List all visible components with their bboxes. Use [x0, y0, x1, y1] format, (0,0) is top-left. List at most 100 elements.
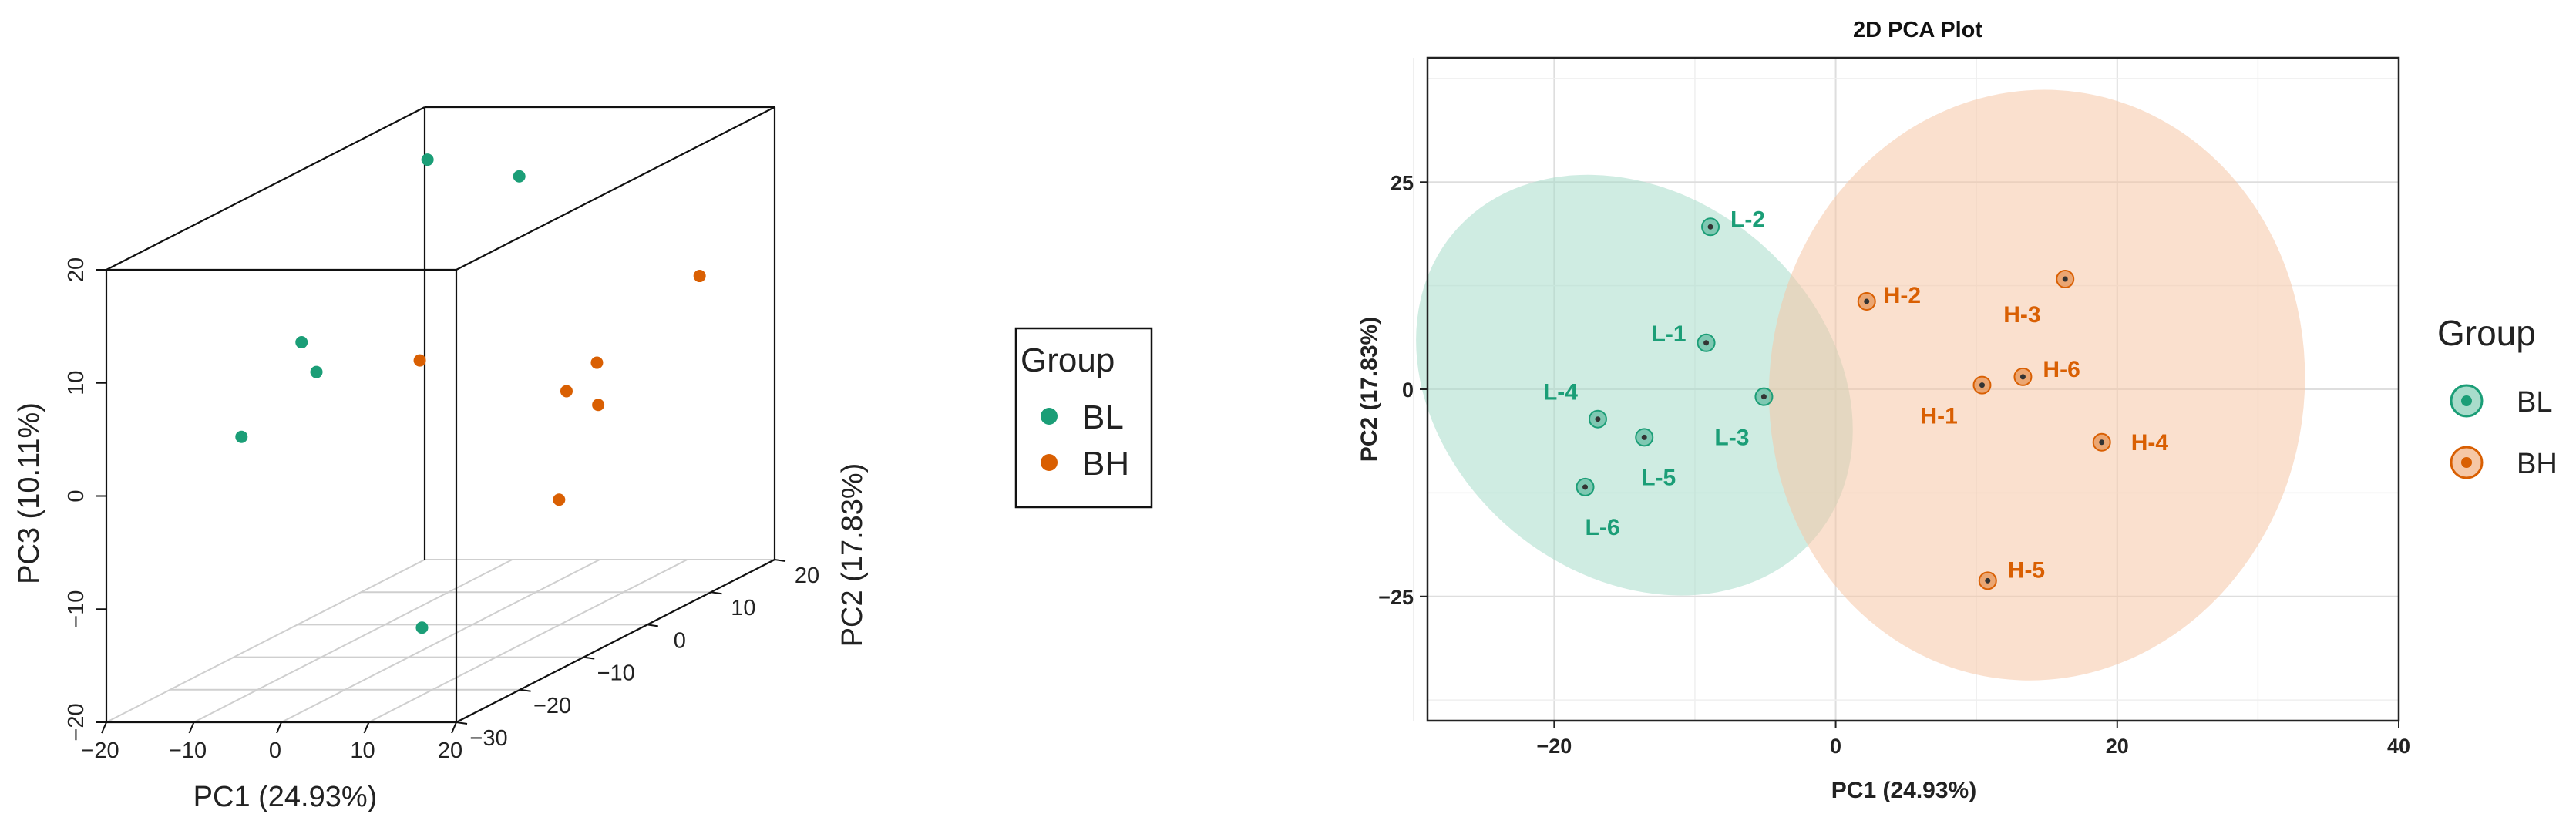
pca-3d-point-bl [415, 621, 429, 634]
pca-2d-ticks: −20 0 20 40 −25 0 25 [1378, 171, 2410, 758]
pca-3d-point-bh [413, 354, 426, 367]
pca-3d-zlabel: PC3 (10.11%) [13, 402, 45, 584]
pca-3d-points [235, 153, 706, 634]
y-tick-label: −20 [533, 694, 571, 718]
x-tick-label: −20 [1536, 735, 1572, 758]
floor-grid-line-x [368, 559, 688, 723]
pca-2d-point-center [2099, 439, 2105, 446]
y-tick [583, 656, 595, 660]
x-tick [451, 721, 457, 734]
box-edge [456, 559, 775, 723]
pca-3d-point-bh [592, 399, 605, 412]
y-tick [456, 721, 468, 725]
floor-grid-line-x [281, 559, 600, 723]
pca-2d-xlabel: PC1 (24.93%) [1831, 778, 1976, 803]
pca-2d-point-center [1641, 434, 1647, 440]
pca-3d-point-bh [590, 356, 604, 369]
y-tick-label: −30 [469, 726, 507, 751]
pca-3d-legend-bl-label: BL [1082, 399, 1124, 436]
pca-2d-plot: 2D PCA Plot L-1 L-2 L-3 L-4 L-5 L-6 H-1 H-2 H-3 H… [1357, 18, 2410, 803]
pca-2d-point-center [1703, 340, 1710, 346]
pca-3d-ticks: −20 −10 0 10 20 −20 −10 0 10 20 −30 −20 −10 0 10 20 [64, 257, 819, 763]
box-edge [106, 106, 425, 271]
pca-2d-point-labels: L-1 L-2 L-3 L-4 L-5 L-6 H-1 H-2 H-3 H-4 H-5 H-6 [1543, 207, 2168, 583]
y-tick [520, 688, 531, 692]
z-tick-label: −20 [64, 703, 89, 741]
pca-2d-point-label: H-3 [2003, 302, 2040, 328]
x-tick-label: 0 [269, 738, 281, 763]
floor-grid-line-x [106, 559, 425, 723]
x-tick-label: 40 [2387, 735, 2410, 758]
pca-2d-point-label: L-3 [1714, 425, 1749, 451]
pca-2d-point-label: H-2 [1884, 283, 1921, 308]
pca-3d-xlabel: PC1 (24.93%) [193, 781, 378, 813]
y-tick-label: −10 [597, 661, 635, 686]
pca-3d-point-bl [513, 170, 526, 183]
pca-2d-point-label: L-1 [1652, 321, 1687, 347]
x-tick-label: 20 [438, 738, 462, 763]
pca-2d-point-label: H-6 [2043, 357, 2080, 382]
y-tick [647, 624, 658, 627]
x-tick [188, 721, 195, 734]
pca-3d-ylabel: PC2 (17.83%) [836, 463, 869, 647]
pca-3d-legend-title: Group [1021, 341, 1115, 379]
y-tick-label: 10 [731, 596, 755, 621]
pca-2d-legend-title: Group [2437, 313, 2536, 353]
z-tick-label: 0 [64, 489, 89, 502]
x-tick [101, 721, 107, 734]
pca-2d-points [1576, 217, 2111, 590]
pca-2d-point-center [2019, 374, 2026, 380]
confidence-ellipse-bl [1416, 174, 1853, 596]
pca-2d-point-label: H-1 [1920, 404, 1957, 429]
z-tick-label: 10 [64, 371, 89, 395]
y-tick-label: 0 [674, 628, 686, 653]
pca-2d-ylabel: PC2 (17.83%) [1357, 317, 1382, 462]
pca-2d-point-center [1979, 382, 1985, 388]
box-edge [456, 106, 775, 271]
pca-3d-legend-bh-marker [1041, 454, 1058, 471]
x-tick-label: 0 [1830, 735, 1841, 758]
x-tick-label: −10 [169, 738, 207, 763]
pca-2d-point-center [1760, 394, 1767, 400]
y-tick-label: 25 [1391, 171, 1414, 194]
pca-3d-legend-bl-marker [1041, 408, 1058, 425]
pca-2d-point-label: H-5 [2008, 557, 2045, 583]
pca-2d-point-center [1595, 416, 1601, 422]
y-tick-label: 0 [1402, 378, 1414, 402]
x-tick [363, 721, 370, 734]
pca-2d-point-label: H-4 [2131, 430, 2169, 456]
pca-3d-point-bl [235, 430, 248, 443]
z-tick-label: −10 [64, 590, 89, 628]
pca-2d-legend-bh-dot [2461, 457, 2472, 468]
z-tick-label: 20 [64, 257, 89, 282]
pca-2d-point-center [1985, 577, 1991, 584]
pca-2d-legend: Group BL BH [2437, 313, 2558, 480]
pca-3d-point-bl [295, 336, 308, 349]
floor-grid-line-x [193, 559, 513, 723]
pca-2d-point-center [2062, 276, 2068, 282]
x-tick-label: 10 [350, 738, 375, 763]
y-tick [711, 591, 722, 595]
pca-2d-point-center [1582, 484, 1589, 490]
pca-2d-point-label: L-2 [1730, 207, 1765, 232]
pca-3d-point-bl [421, 153, 434, 166]
pca-2d-point-label: L-6 [1586, 515, 1620, 540]
pca-2d-legend-bl-label: BL [2517, 386, 2552, 419]
pca-2d-legend-bh-label: BH [2517, 448, 2558, 480]
pca-2d-point-label: L-4 [1543, 380, 1578, 405]
y-tick-label: 20 [795, 563, 819, 588]
pca-3d-point-bh [560, 385, 573, 398]
y-tick-label: −25 [1378, 586, 1414, 609]
pca-2d-title: 2D PCA Plot [1853, 18, 1982, 42]
x-tick-label: −20 [81, 738, 119, 763]
pca-3d-point-bl [310, 365, 323, 378]
confidence-ellipse-bh [1768, 89, 2305, 681]
pca-3d-point-bh [553, 493, 566, 506]
pca-3d-plot: −20 −10 0 10 20 −20 −10 0 10 20 −30 −20 −10 0 10 20 PC1… [13, 106, 869, 813]
y-tick [774, 559, 786, 562]
pca-2d-legend-bl-dot [2461, 395, 2472, 406]
pca-2d-point-center [1864, 298, 1870, 304]
x-tick-label: 20 [2106, 735, 2129, 758]
pca-3d-legend-frame [1014, 327, 1153, 509]
